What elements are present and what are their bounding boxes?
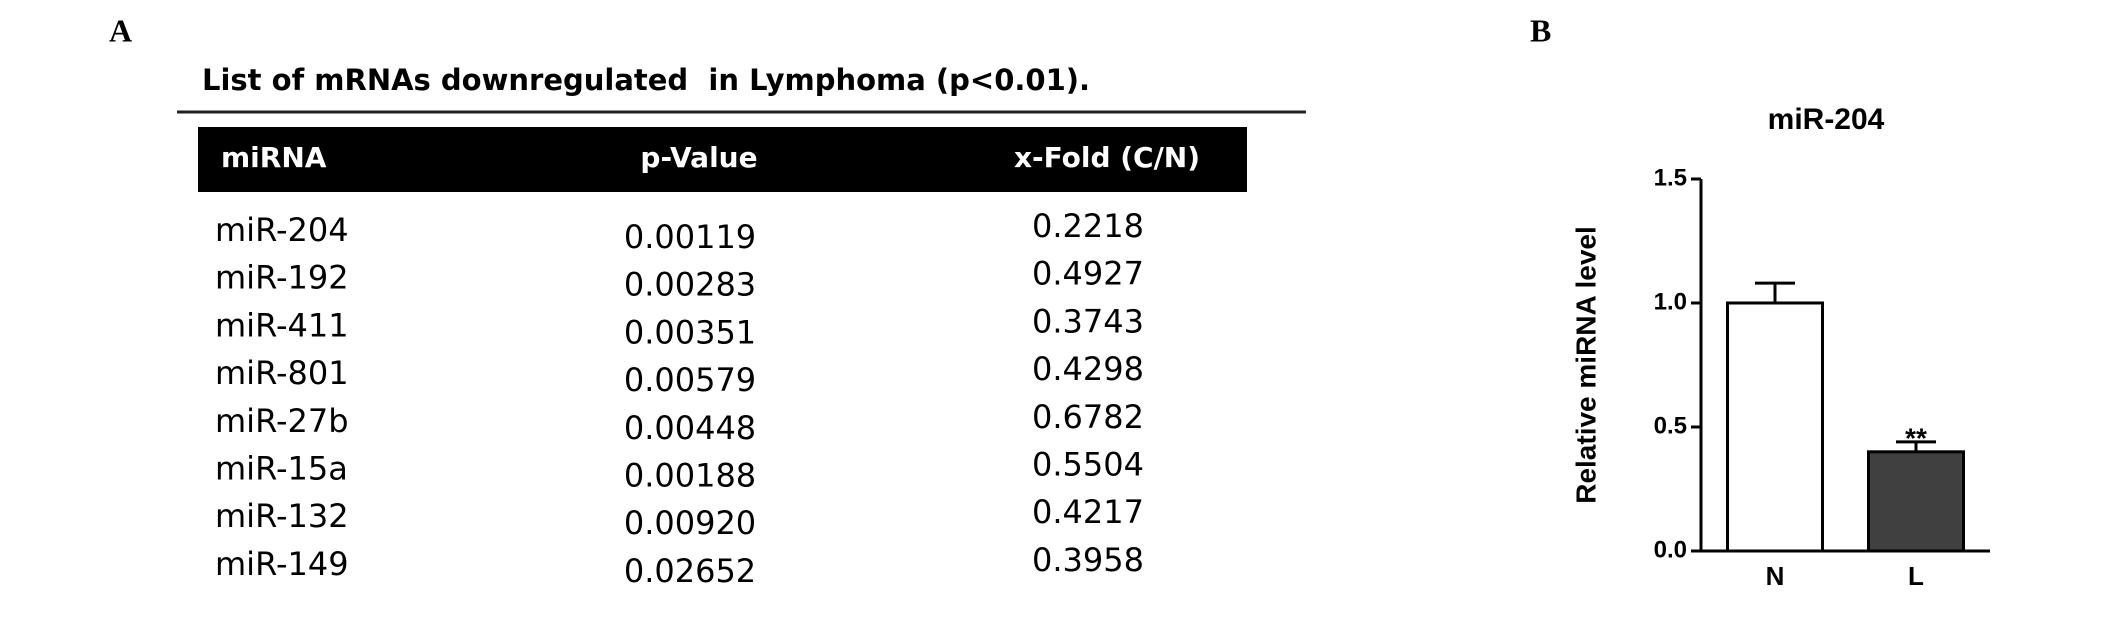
- table-cell: 0.4927: [1032, 255, 1144, 293]
- table-cell: miR-192: [215, 259, 349, 297]
- table-cell: miR-132: [215, 497, 349, 535]
- table-cell: 0.00119: [624, 218, 756, 256]
- table-cell: 0.2218: [1032, 207, 1144, 245]
- table-cell: 0.3743: [1032, 302, 1144, 340]
- y-tick-label: 1.0: [1654, 288, 1687, 315]
- table-cell: miR-411: [215, 306, 349, 344]
- table-cell: miR-204: [215, 211, 349, 249]
- table-cell: 0.02652: [624, 552, 756, 590]
- table-cell: 0.00283: [624, 266, 756, 304]
- table-cell: 0.00351: [624, 313, 756, 351]
- x-tick-label: N: [1766, 561, 1785, 591]
- bar: [1867, 450, 1965, 553]
- y-tick-label: 1.5: [1654, 164, 1687, 191]
- panel-label: B: [1530, 12, 1551, 48]
- table-cell: miR-15a: [215, 450, 348, 488]
- table-cell: miR-27b: [215, 402, 349, 440]
- table-header: p-Value: [640, 141, 757, 174]
- y-axis-label: Relative miRNA level: [1570, 226, 1601, 504]
- bar: [1726, 301, 1824, 553]
- y-tick-label: 0.0: [1654, 536, 1687, 563]
- table-cell: 0.00579: [624, 361, 756, 399]
- table-cell: 0.3958: [1032, 541, 1144, 579]
- table-cell: 0.4298: [1032, 350, 1144, 388]
- annotation: **: [1905, 422, 1927, 453]
- table-header-bg: [198, 127, 1247, 192]
- table-cell: 0.00188: [624, 457, 756, 495]
- panel-label: A: [109, 12, 132, 48]
- table-header: x-Fold (C/N): [1014, 141, 1200, 174]
- table-cell: 0.6782: [1032, 398, 1144, 436]
- table-cell: miR-801: [215, 354, 349, 392]
- table-cell: 0.5504: [1032, 446, 1144, 484]
- table-cell: miR-149: [215, 545, 349, 583]
- chart-title: miR-204: [1768, 103, 1885, 136]
- table-cell: 0.4217: [1032, 493, 1144, 531]
- table-cell: 0.00448: [624, 409, 756, 447]
- table-header: miRNA: [221, 141, 327, 174]
- y-tick-label: 0.5: [1654, 412, 1687, 439]
- table-cell: 0.00920: [624, 504, 756, 542]
- table-title: List of mRNAs downregulated in Lymphoma …: [202, 63, 1090, 97]
- x-tick-label: L: [1908, 561, 1924, 591]
